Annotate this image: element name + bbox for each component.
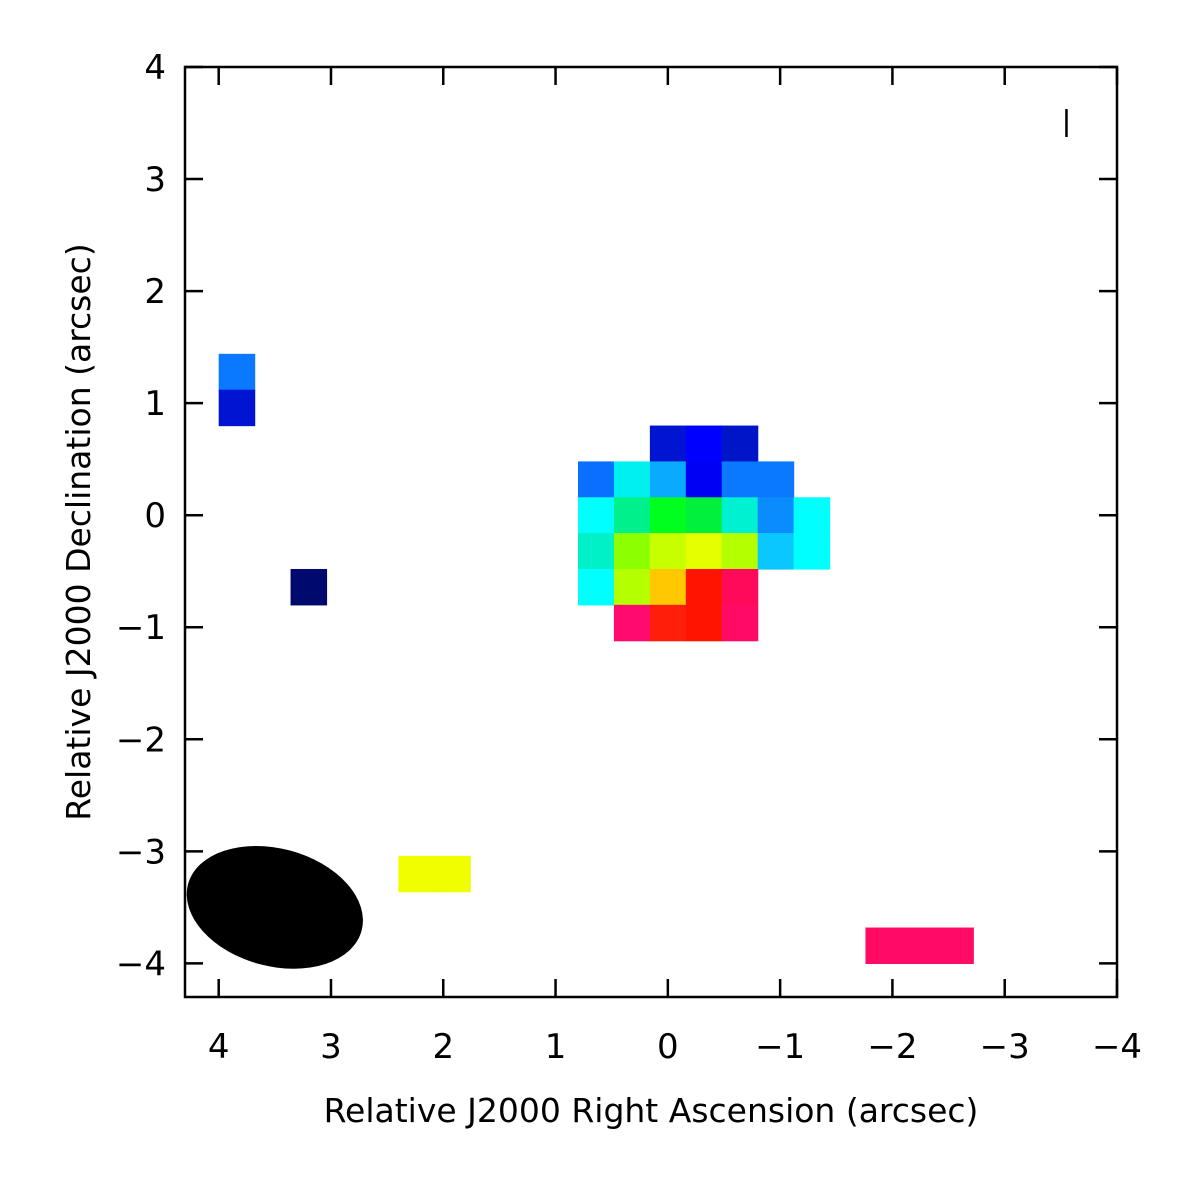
x-tick-label: 2 [432, 1027, 454, 1067]
y-tick-labels: 4 3 2 1 0 −1 −2 −3 −4 [116, 48, 166, 984]
x-tick-label: −2 [867, 1027, 917, 1067]
x-axis-title: Relative J2000 Right Ascension (arcsec) [324, 1091, 979, 1130]
map-pixel [721, 533, 759, 570]
map-pixel [613, 533, 651, 570]
map-pixel [901, 927, 938, 964]
map-pixel [685, 568, 723, 606]
map-pixel [578, 533, 615, 570]
x-tick-label: 0 [657, 1027, 679, 1067]
map-pixel [578, 461, 615, 498]
map-pixel [685, 533, 723, 570]
map-pixel [757, 533, 795, 570]
y-axis-title: Relative J2000 Declination (arcsec) [59, 243, 98, 820]
map-pixel [937, 927, 974, 964]
plot-frame [183, 65, 1119, 999]
x-tick-labels: 4 3 2 1 0 −1 −2 −3 −4 [208, 1027, 1142, 1067]
map-pixel [613, 568, 651, 606]
map-pixel [649, 568, 687, 606]
y-tick-label: 4 [144, 48, 166, 88]
y-tick-label: −1 [116, 608, 166, 648]
y-tick-label: −3 [116, 832, 166, 872]
map-pixel [793, 533, 831, 570]
map-pixel [434, 855, 471, 893]
x-tick-label: −1 [755, 1027, 805, 1067]
y-tick-label: −4 [116, 944, 166, 984]
y-tick-label: 3 [144, 160, 166, 200]
map-pixel [757, 461, 795, 498]
x-tick-label: −4 [1092, 1027, 1142, 1067]
map-pixel [218, 389, 256, 427]
ticks-layer [185, 65, 1119, 997]
map-pixel [721, 604, 759, 642]
map-pixel [757, 497, 795, 534]
x-tick-label: 3 [320, 1027, 342, 1067]
beam-ellipse [186, 845, 363, 969]
y-tick-label: 2 [144, 272, 166, 312]
map-pixel [290, 568, 328, 606]
x-tick-label: 4 [208, 1027, 230, 1067]
map-pixel [649, 497, 687, 534]
map-pixel [685, 425, 723, 463]
map-pixel [685, 461, 723, 498]
map-pixel [721, 568, 759, 606]
y-tick-label: 1 [144, 384, 166, 424]
map-pixel [578, 568, 615, 606]
map-pixel [578, 497, 615, 534]
map-pixel [649, 461, 687, 498]
map-pixel [865, 927, 902, 964]
map-pixel [218, 353, 256, 391]
y-tick-label: 0 [144, 496, 166, 536]
map-pixel [398, 855, 435, 893]
map-pixel [649, 604, 687, 642]
y-tick-label: −2 [116, 720, 166, 760]
map-pixel [649, 425, 687, 463]
map-pixel [721, 497, 759, 534]
map-pixel [649, 533, 687, 570]
map-pixel [613, 497, 651, 534]
map-pixel [685, 497, 723, 534]
map-pixel [793, 497, 831, 534]
map-pixel [613, 461, 651, 498]
x-tick-label: −3 [980, 1027, 1030, 1067]
pixels-layer [218, 353, 974, 964]
map-pixel [685, 604, 723, 642]
map-pixel [721, 461, 759, 498]
map-pixel [721, 425, 759, 463]
map-pixel [613, 604, 651, 642]
x-tick-label: 1 [545, 1027, 567, 1067]
beam-layer [186, 845, 363, 969]
